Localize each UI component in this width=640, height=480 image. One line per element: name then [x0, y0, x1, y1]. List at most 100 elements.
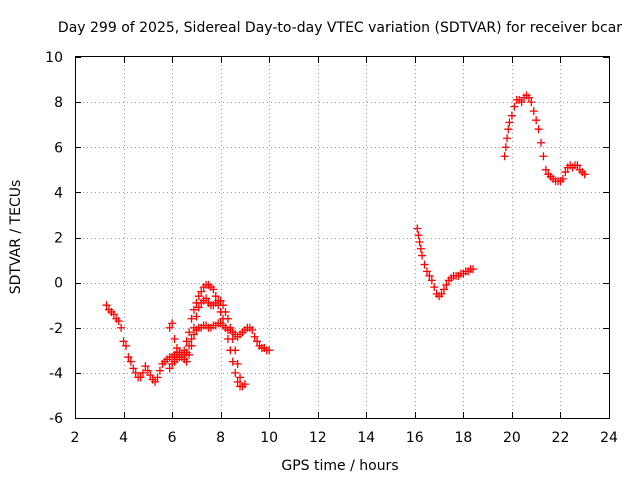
data-point	[223, 314, 232, 323]
data-point	[561, 168, 570, 177]
y-tick-label: -2	[49, 321, 63, 337]
series-arc-4	[413, 224, 478, 301]
data-point	[221, 307, 230, 316]
data-point	[416, 244, 425, 253]
data-point	[194, 303, 203, 312]
data-point	[129, 364, 138, 373]
y-tick-label: -4	[49, 366, 63, 382]
x-tick-label: 18	[454, 430, 472, 446]
x-tick-label: 8	[216, 430, 225, 446]
data-point	[109, 310, 118, 319]
data-point	[121, 341, 130, 350]
data-point	[131, 368, 140, 377]
data-point	[192, 312, 201, 321]
data-point	[240, 380, 249, 389]
x-tick-label: 10	[260, 430, 278, 446]
data-point	[117, 323, 126, 332]
x-tick-labels: 2 4 6 8 10 12 14 16 18 20 22 24	[71, 430, 618, 446]
data-point	[231, 368, 240, 377]
x-tick-label: 24	[600, 430, 618, 446]
y-tick-label: -6	[49, 411, 63, 427]
data-point	[442, 280, 451, 289]
data-point	[194, 292, 203, 301]
axis-ticks	[75, 57, 610, 419]
x-tick-label: 16	[406, 430, 424, 446]
data-point	[541, 165, 550, 174]
data-point	[146, 371, 155, 380]
data-point	[532, 116, 541, 125]
data-point	[228, 335, 237, 344]
y-tick-label: 0	[54, 276, 63, 292]
data-point	[414, 231, 423, 240]
data-point	[153, 373, 162, 382]
y-axis-label: SDTVAR / TECUs	[8, 180, 24, 295]
data-point	[573, 161, 582, 170]
x-tick-label: 12	[309, 430, 327, 446]
data-point	[413, 224, 422, 233]
grid	[75, 57, 609, 418]
y-tick-label: 2	[54, 231, 63, 247]
series-arc-3	[165, 319, 274, 373]
data-point	[189, 305, 198, 314]
x-tick-label: 20	[503, 430, 521, 446]
data-point	[141, 362, 150, 371]
data-point	[187, 314, 196, 323]
data-point	[539, 152, 548, 161]
data-point	[430, 283, 439, 292]
data-point	[420, 260, 429, 269]
data-point	[197, 287, 206, 296]
y-tick-label: 6	[54, 140, 63, 156]
data-point	[219, 301, 228, 310]
data-point	[529, 107, 538, 116]
x-tick-label: 2	[71, 430, 80, 446]
data-point	[170, 335, 179, 344]
data-point	[185, 341, 194, 350]
data-point	[233, 359, 242, 368]
data-point	[265, 346, 274, 355]
data-point	[425, 271, 434, 280]
data-point	[209, 285, 218, 294]
data-point	[189, 330, 198, 339]
data-point	[202, 294, 211, 303]
plot-frame	[75, 56, 610, 419]
data-point	[427, 276, 436, 285]
data-point	[216, 296, 225, 305]
data-point	[211, 292, 220, 301]
data-point	[231, 346, 240, 355]
data-point	[503, 134, 512, 143]
data-point	[510, 102, 519, 111]
data-point	[415, 238, 424, 247]
data-point	[437, 289, 446, 298]
data-point	[505, 118, 514, 127]
data-point	[534, 125, 543, 134]
data-point	[517, 98, 526, 107]
data-point	[182, 337, 191, 346]
x-axis-label: GPS time / hours	[281, 458, 398, 474]
data-point	[185, 328, 194, 337]
data-point	[151, 377, 160, 386]
data-point	[504, 125, 513, 134]
data-point	[119, 337, 128, 346]
series-arc-5	[500, 91, 589, 186]
data-point	[558, 174, 567, 183]
y-tick-label: 8	[54, 95, 63, 111]
data-point	[469, 265, 478, 274]
data-point	[228, 357, 237, 366]
data-point	[172, 344, 181, 353]
data-point	[500, 152, 509, 161]
x-tick-label: 4	[119, 430, 128, 446]
data-point	[187, 335, 196, 344]
data-point	[138, 368, 147, 377]
data-point	[165, 323, 174, 332]
data-point	[527, 98, 536, 107]
x-tick-label: 22	[552, 430, 570, 446]
data-point	[507, 111, 516, 120]
series-arc-2	[165, 294, 245, 382]
plot-area	[102, 91, 589, 391]
data-point	[248, 326, 257, 335]
data-point	[233, 377, 242, 386]
data-point	[418, 251, 427, 260]
data-point	[165, 364, 174, 373]
data-point	[124, 353, 133, 362]
